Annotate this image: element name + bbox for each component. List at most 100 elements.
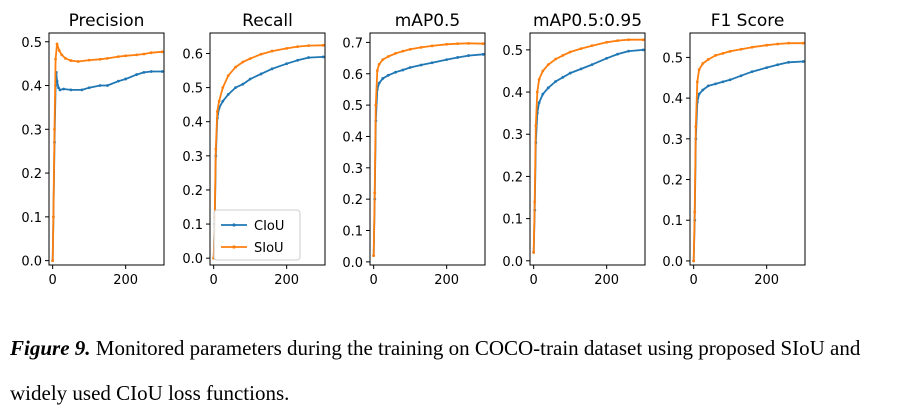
map0-5-y-tick-label: 0.6 bbox=[342, 68, 363, 83]
recall-y-tick-label: 0.6 bbox=[182, 47, 203, 62]
recall-y-tick-label: 0.5 bbox=[182, 82, 203, 97]
f1-score-point-siou bbox=[714, 53, 717, 57]
f1-score-point-siou bbox=[765, 43, 769, 47]
f1-score-point-ciou bbox=[776, 63, 780, 67]
f1-score-plot-frame bbox=[689, 32, 806, 266]
precision-point-siou bbox=[64, 56, 67, 60]
map0-5-0-95-point-siou bbox=[590, 44, 594, 48]
map0-5-0-95-series-siou bbox=[532, 38, 644, 253]
map0-5-0-95-point-siou bbox=[561, 53, 565, 57]
map0-5-0-95-y-tick-label: 0.4 bbox=[502, 86, 523, 101]
recall-point-ciou bbox=[321, 55, 325, 59]
recall-point-siou bbox=[217, 99, 221, 103]
map0-5-0-95-point-siou bbox=[579, 47, 583, 51]
map0-5-0-95-point-siou bbox=[535, 90, 539, 94]
precision-series-ciou bbox=[51, 70, 163, 261]
precision-point-siou bbox=[160, 50, 164, 54]
map0-5-0-95-point-siou bbox=[554, 57, 557, 61]
map0-5-0-95-point-siou bbox=[641, 38, 645, 42]
precision-point-ciou bbox=[62, 87, 66, 91]
map0-5-point-siou bbox=[377, 62, 381, 66]
map0-5-y-tick-label: 0.4 bbox=[342, 130, 363, 145]
map0-5-0-95-point-siou bbox=[534, 124, 538, 128]
precision-point-siou bbox=[106, 56, 109, 60]
f1-score-point-ciou bbox=[728, 78, 732, 82]
precision-point-ciou bbox=[106, 84, 109, 87]
f1-score-y-tick-label: 0.2 bbox=[662, 174, 683, 189]
precision-point-ciou bbox=[87, 86, 91, 90]
recall-plot-frame bbox=[209, 32, 326, 266]
map0-5-point-ciou bbox=[408, 66, 412, 69]
recall-y-tick-label: 0.1 bbox=[182, 218, 203, 233]
f1-score-point-ciou bbox=[697, 92, 701, 96]
recall-point-siou bbox=[241, 60, 245, 64]
precision-point-siou bbox=[57, 49, 61, 52]
map0-5-0-95-point-ciou bbox=[541, 92, 545, 96]
precision-point-siou bbox=[54, 57, 57, 61]
precision-point-siou bbox=[87, 58, 91, 62]
precision-point-ciou bbox=[55, 79, 59, 83]
recall-point-siou bbox=[234, 65, 237, 69]
precision-point-ciou bbox=[135, 73, 139, 76]
map0-5-x-tick-label: 200 bbox=[434, 273, 459, 288]
precision-point-siou bbox=[98, 57, 102, 61]
recall-point-siou bbox=[285, 46, 289, 50]
precision-point-siou bbox=[69, 59, 73, 62]
recall-point-ciou bbox=[226, 93, 230, 96]
map0-5-0-95-point-siou bbox=[616, 39, 620, 42]
map0-5-0-95-point-ciou bbox=[627, 49, 630, 53]
f1-score-point-ciou bbox=[739, 74, 743, 78]
recall-point-siou bbox=[321, 43, 325, 47]
map0-5-0-95-point-ciou bbox=[537, 101, 541, 104]
recall-point-siou bbox=[215, 110, 219, 113]
recall-point-siou bbox=[307, 44, 310, 48]
recall-legend-label-ciou: CIoU bbox=[254, 219, 284, 234]
figure-charts: Precision 0.0 0.1 0.2 0.3 0.4 0.5 0 200 Recall 0.0… bbox=[21, 11, 806, 288]
recall-point-siou bbox=[226, 74, 230, 78]
f1-score-point-siou bbox=[697, 68, 701, 72]
map0-5-point-ciou bbox=[377, 81, 381, 85]
recall-point-ciou bbox=[221, 99, 225, 103]
map0-5-x-tick-label: 0 bbox=[370, 273, 378, 288]
recall-point-ciou bbox=[296, 58, 300, 62]
map0-5-0-95-point-ciou bbox=[554, 80, 557, 83]
recall-point-ciou bbox=[285, 62, 289, 66]
recall-legend-marker-siou bbox=[232, 245, 236, 249]
precision-x-tick-label: 200 bbox=[113, 273, 138, 288]
map0-5-0-95-x-tick-label: 200 bbox=[594, 273, 619, 288]
recall-y-tick-label: 0.4 bbox=[182, 116, 203, 131]
precision-point-ciou bbox=[149, 70, 153, 73]
f1-score-x-tick-label: 0 bbox=[690, 273, 698, 288]
map0-5-0-95-point-ciou bbox=[579, 67, 583, 71]
figure-caption: Figure 9. Monitored parameters during th… bbox=[10, 326, 910, 416]
recall-point-siou bbox=[248, 57, 252, 60]
f1-score-point-ciou bbox=[721, 80, 725, 84]
precision-point-siou bbox=[124, 54, 128, 58]
map0-5-0-95-point-siou bbox=[568, 50, 572, 54]
recall-point-siou bbox=[221, 86, 225, 89]
map0-5-0-95-y-tick-label: 0.5 bbox=[502, 44, 523, 59]
map0-5-point-ciou bbox=[394, 70, 397, 74]
precision-y-tick-label: 0.1 bbox=[21, 211, 42, 226]
figure-caption-text: Monitored parameters during the training… bbox=[10, 336, 861, 405]
precision-point-siou bbox=[51, 215, 55, 219]
map0-5-point-ciou bbox=[381, 77, 385, 80]
precision-y-tick-label: 0.0 bbox=[21, 255, 42, 270]
f1-score-x-tick-label: 200 bbox=[754, 273, 779, 288]
precision-point-siou bbox=[60, 53, 64, 57]
recall-point-ciou bbox=[259, 72, 263, 76]
f1-score-point-ciou bbox=[801, 60, 805, 63]
recall-point-siou bbox=[259, 52, 263, 56]
recall-x-tick-label: 200 bbox=[274, 273, 299, 288]
map0-5-0-95-chart-title: mAP0.5:0.95 bbox=[533, 11, 642, 31]
precision-plot-frame bbox=[48, 32, 165, 266]
map0-5-point-siou bbox=[467, 41, 470, 45]
map0-5-0-95-point-ciou bbox=[605, 56, 609, 60]
map0-5-y-tick-label: 0.2 bbox=[342, 193, 363, 208]
recall-point-ciou bbox=[234, 86, 237, 89]
map0-5-0-95-plot-frame bbox=[529, 32, 646, 266]
map0-5-series-siou bbox=[372, 42, 484, 256]
map0-5-point-siou bbox=[374, 103, 378, 107]
map0-5-0-95-point-ciou bbox=[641, 48, 645, 52]
precision-chart-title: Precision bbox=[69, 11, 145, 31]
